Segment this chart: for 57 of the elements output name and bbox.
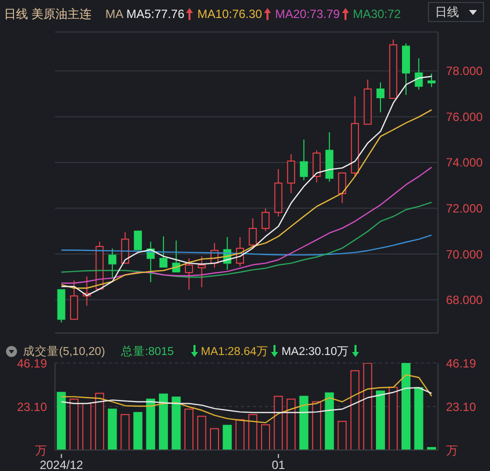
text: 日线 — [435, 4, 459, 20]
bar — [70, 398, 79, 450]
line-series — [60, 374, 432, 424]
text: MA1:28.64万 — [200, 344, 268, 358]
line-series — [60, 202, 432, 278]
bar — [261, 424, 270, 450]
bar — [56, 392, 66, 450]
text: MA5:77.76 — [126, 7, 184, 21]
text: MA — [105, 7, 124, 21]
y-tick-label: 78.000 — [446, 64, 484, 78]
bar — [248, 414, 258, 450]
bar — [274, 396, 283, 450]
bar — [108, 408, 117, 450]
x-tick-label: 2024/12 — [40, 458, 84, 471]
line-series — [60, 166, 432, 284]
x-tick-label: 01 — [272, 458, 286, 471]
line-series — [60, 109, 432, 289]
bar — [95, 392, 104, 450]
bar — [146, 398, 156, 450]
bar — [158, 394, 168, 450]
bar — [184, 408, 194, 450]
candlestick — [287, 154, 296, 194]
bar — [210, 428, 219, 450]
y-tick-label: 46.19 — [16, 356, 48, 370]
text: MA20:73.79 — [275, 7, 340, 21]
chart-title: 成交量(5,10,20) — [23, 344, 106, 358]
bar — [350, 370, 360, 450]
line-series — [60, 387, 432, 414]
bar — [299, 396, 308, 450]
y-tick-label: 76.000 — [446, 110, 484, 124]
bar — [324, 392, 334, 450]
y-tick-label: 72.000 — [446, 202, 484, 216]
bar — [363, 363, 372, 450]
y-tick-label: 万 — [35, 443, 47, 458]
bar — [82, 402, 92, 450]
chart-subtitle: 总量:8015 — [121, 344, 174, 358]
text: MA2:30.10万 — [281, 344, 350, 358]
bar — [376, 390, 385, 450]
y-tick-label: 23.10 — [16, 400, 48, 414]
text: MA30:72 — [352, 7, 401, 21]
bar — [236, 419, 245, 450]
chart-title: 日线 美原油主连 — [4, 6, 92, 22]
bar — [222, 424, 232, 450]
bar — [133, 412, 142, 450]
y-tick-label: 70.000 — [446, 247, 484, 262]
text: MA10:76.30 — [197, 7, 262, 21]
bar — [120, 414, 130, 450]
y-tick-label: 74.000 — [446, 156, 484, 170]
bar — [312, 401, 322, 450]
bar — [338, 420, 347, 450]
bar — [401, 363, 410, 450]
bar — [197, 416, 206, 450]
y-tick-label: 68.000 — [446, 293, 484, 308]
bar — [172, 396, 181, 450]
bar — [388, 386, 398, 450]
bar — [414, 387, 424, 450]
bar — [286, 398, 296, 450]
